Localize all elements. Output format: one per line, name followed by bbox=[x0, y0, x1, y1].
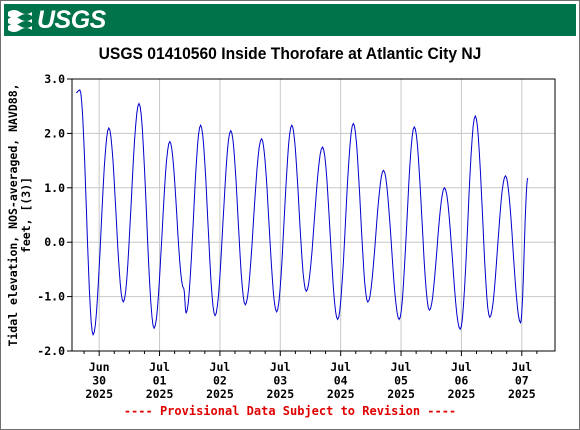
y-tick-label: 2.0 bbox=[44, 126, 65, 140]
x-tick-label: Jul 01 2025 bbox=[146, 360, 174, 401]
x-tick-label: Jul 06 2025 bbox=[448, 360, 476, 401]
plot-area bbox=[72, 79, 555, 351]
y-tick-label: 0.0 bbox=[44, 235, 65, 249]
x-tick-label: Jul 02 2025 bbox=[206, 360, 234, 401]
plot-border bbox=[71, 78, 556, 352]
y-tick-label: 1.0 bbox=[44, 181, 65, 195]
x-tick-label: Jul 03 2025 bbox=[266, 360, 294, 401]
y-axis-label: Tidal elevation, NOS-averaged, NAVD88,fe… bbox=[6, 83, 33, 346]
y-tick-label: -2.0 bbox=[37, 344, 65, 358]
usgs-banner: USGS bbox=[4, 4, 576, 36]
usgs-wave-icon bbox=[8, 10, 32, 32]
usgs-logo[interactable]: USGS bbox=[6, 4, 106, 36]
usgs-logo-text: USGS bbox=[37, 5, 106, 34]
provisional-notice: ---- Provisional Data Subject to Revisio… bbox=[123, 404, 457, 418]
x-tick-label: Jul 04 2025 bbox=[327, 360, 355, 401]
tide-series-line bbox=[76, 89, 529, 337]
x-tick-label: Jul 07 2025 bbox=[508, 360, 536, 401]
y-tick-label: -1.0 bbox=[37, 290, 65, 304]
x-tick-label: Jul 05 2025 bbox=[387, 360, 415, 401]
y-tick-label: 3.0 bbox=[44, 72, 65, 86]
x-tick-label: Jun 30 2025 bbox=[85, 360, 113, 401]
chart-title: USGS 01410560 Inside Thorofare at Atlant… bbox=[98, 44, 482, 63]
